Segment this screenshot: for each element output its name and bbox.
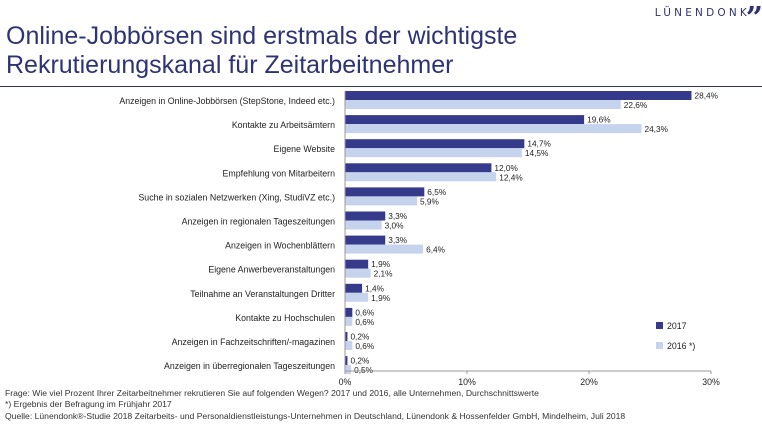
data-label-2017: 1,4% (365, 283, 385, 293)
bar-2016 (345, 316, 353, 326)
bar-2016 (345, 220, 382, 230)
legend-label-2016: 2016 *) (667, 341, 695, 351)
chart-title: Online-Jobbörsen sind erstmals der wicht… (6, 22, 626, 80)
category-label: Empfehlung von Mitarbeitern (223, 168, 336, 178)
category-label: Teilnahme an Veranstaltungen Dritter (190, 289, 335, 299)
data-label-2017: 19,6% (587, 115, 611, 125)
category-label: Kontakte zu Arbeitsämtern (232, 120, 335, 130)
data-label-2017: 0,6% (355, 307, 375, 317)
bar-2017 (345, 307, 353, 317)
data-label-2016: 0,5% (354, 365, 374, 375)
bar-chart: Anzeigen in Online-Jobbörsen (StepStone,… (119, 91, 720, 387)
bar-2017 (345, 139, 525, 149)
bar-2016 (345, 196, 417, 206)
category-label: Anzeigen in Wochenblättern (225, 241, 335, 251)
data-label-2016: 6,4% (426, 245, 446, 255)
data-label-2016: 0,6% (355, 317, 375, 327)
x-tick-label: 0% (339, 377, 352, 386)
bar-2016 (345, 100, 621, 109)
title-line-1: Online-Jobbörsen sind erstmals der wicht… (6, 22, 518, 50)
data-label-2016: 5,9% (420, 196, 440, 206)
category-label: Anzeigen in Online-Jobbörsen (StepStone,… (119, 96, 335, 106)
category-label: Suche in sozialen Netzwerken (Xing, Stud… (138, 192, 335, 202)
data-label-2017: 3,3% (388, 211, 408, 221)
bar-2017 (345, 356, 348, 366)
category-label: Anzeigen in überregionalen Tageszeitunge… (164, 361, 335, 371)
category-label: Eigene Anwerbeveranstaltungen (208, 265, 335, 275)
data-label-2017: 0,2% (350, 332, 370, 342)
legend-swatch-2016 (656, 342, 663, 349)
category-label: Anzeigen in Fachzeitschriften/-magazinen (172, 337, 335, 347)
bar-2017 (345, 283, 363, 293)
data-label-2017: 28,4% (694, 91, 718, 101)
data-label-2016: 14,5% (525, 148, 549, 158)
bar-2017 (345, 91, 692, 100)
x-tick-label: 10% (458, 377, 476, 386)
legend-swatch-2017 (656, 322, 663, 329)
x-tick-label: 20% (580, 377, 598, 386)
data-label-2017: 3,3% (388, 235, 408, 245)
data-label-2017: 6,5% (427, 187, 447, 197)
category-label: Anzeigen in regionalen Tageszeitungen (182, 217, 336, 227)
data-label-2016: 1,9% (371, 293, 391, 303)
data-label-2016: 22,6% (624, 100, 648, 110)
title-line-2: Rekrutierungskanal für Zeitarbeitnehmer (6, 51, 454, 79)
brand-logo-text: LÜNENDONK (654, 7, 750, 19)
data-label-2017: 14,7% (527, 139, 551, 149)
bar-2017 (345, 235, 386, 245)
legend-label-2017: 2017 (667, 321, 687, 331)
bar-2017 (345, 211, 386, 221)
bar-2017 (345, 259, 369, 269)
data-label-2016: 12,4% (499, 172, 523, 182)
bar-2016 (345, 124, 642, 134)
category-label: Eigene Website (274, 144, 336, 154)
data-label-2016: 0,6% (355, 341, 375, 351)
footer-note: *) Ergebnis der Befragung im Frühjahr 20… (5, 399, 172, 410)
x-tick-label: 30% (702, 377, 720, 386)
data-label-2017: 1,9% (371, 259, 391, 269)
bar-2017 (345, 332, 348, 341)
bar-2016 (345, 365, 352, 375)
data-label-2016: 24,3% (644, 124, 668, 134)
category-label: Kontakte zu Hochschulen (235, 313, 335, 323)
bar-2016 (345, 268, 371, 278)
bar-2017 (345, 115, 585, 125)
data-label-2017: 12,0% (494, 163, 518, 173)
bar-2016 (345, 148, 522, 158)
footer-source: Quelle: Lünendonk®-Studie 2018 Zeitarbei… (5, 410, 626, 421)
bar-2016 (345, 172, 497, 182)
bar-2017 (345, 187, 425, 197)
data-label-2017: 0,2% (350, 356, 370, 366)
bar-2016 (345, 244, 424, 254)
footer: Frage: Wie viel Prozent Ihrer Zeitarbeit… (5, 388, 757, 422)
bar-2016 (345, 292, 369, 302)
data-label-2016: 3,0% (385, 221, 405, 231)
bar-2017 (345, 163, 492, 173)
footer-question: Frage: Wie viel Prozent Ihrer Zeitarbeit… (5, 388, 539, 398)
brand-quote-mark: ” (745, 1, 762, 36)
data-label-2016: 2,1% (374, 269, 394, 279)
bar-2016 (345, 341, 353, 350)
title-divider (0, 86, 762, 87)
